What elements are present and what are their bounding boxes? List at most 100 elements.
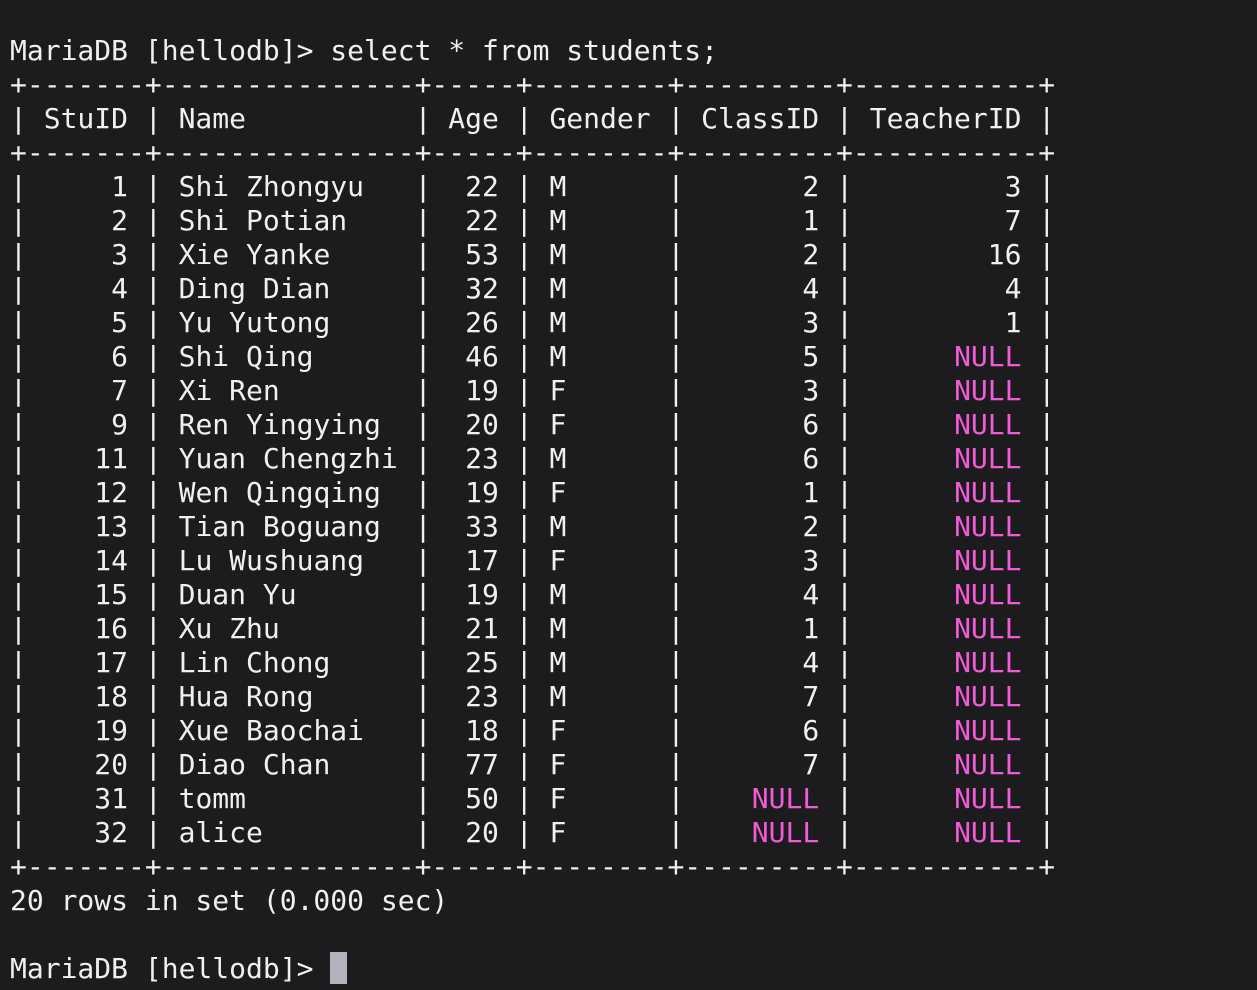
cell-age: 19 bbox=[431, 374, 516, 407]
cell-teacherid: NULL bbox=[852, 374, 1039, 407]
cell-age: 50 bbox=[431, 782, 516, 815]
cell-stuid: 16 bbox=[26, 612, 145, 645]
cell-classid: 6 bbox=[684, 408, 837, 441]
cell-age: 46 bbox=[431, 340, 516, 373]
cell-stuid: 4 bbox=[26, 272, 145, 305]
cell-stuid: 31 bbox=[26, 782, 145, 815]
cell-teacherid: NULL bbox=[852, 544, 1039, 577]
cell-name: Xie Yanke bbox=[161, 238, 415, 271]
blank-line bbox=[10, 918, 1257, 952]
cell-name: Yuan Chengzhi bbox=[161, 442, 415, 475]
cell-age: 22 bbox=[431, 170, 516, 203]
cell-gender: M bbox=[532, 204, 668, 237]
cell-age: 17 bbox=[431, 544, 516, 577]
cell-teacherid: 4 bbox=[852, 272, 1039, 305]
cell-stuid: 7 bbox=[26, 374, 145, 407]
table-row: | 5 | Yu Yutong | 26 | M | 3 | 1 | bbox=[10, 306, 1056, 339]
cell-classid: 7 bbox=[684, 680, 837, 713]
cell-teacherid: NULL bbox=[852, 578, 1039, 611]
table-row: | 11 | Yuan Chengzhi | 23 | M | 6 | NULL… bbox=[10, 442, 1056, 475]
table-row: | 4 | Ding Dian | 32 | M | 4 | 4 | bbox=[10, 272, 1056, 305]
cell-teacherid: NULL bbox=[852, 748, 1039, 781]
cell-gender: M bbox=[532, 340, 668, 373]
cell-gender: M bbox=[532, 442, 668, 475]
table-row: | 20 | Diao Chan | 77 | F | 7 | NULL | bbox=[10, 748, 1056, 781]
cell-classid: 4 bbox=[684, 646, 837, 679]
cell-teacherid: 3 bbox=[852, 170, 1039, 203]
cell-classid: 3 bbox=[684, 306, 837, 339]
cell-age: 19 bbox=[431, 476, 516, 509]
cell-stuid: 5 bbox=[26, 306, 145, 339]
cell-gender: M bbox=[532, 170, 668, 203]
cell-classid: NULL bbox=[684, 816, 837, 849]
cell-gender: F bbox=[532, 476, 668, 509]
cell-teacherid: NULL bbox=[852, 680, 1039, 713]
command-line: MariaDB [hellodb]> select * from student… bbox=[10, 34, 1257, 68]
cell-gender: M bbox=[532, 510, 668, 543]
cell-teacherid: NULL bbox=[852, 408, 1039, 441]
cell-teacherid: NULL bbox=[852, 340, 1039, 373]
cell-age: 20 bbox=[431, 408, 516, 441]
cell-gender: F bbox=[532, 714, 668, 747]
table-border: +-------+---------------+-----+--------+… bbox=[10, 68, 1056, 101]
table-row: | 17 | Lin Chong | 25 | M | 4 | NULL | bbox=[10, 646, 1056, 679]
cell-stuid: 3 bbox=[26, 238, 145, 271]
cell-classid: 6 bbox=[684, 714, 837, 747]
table-row: | 16 | Xu Zhu | 21 | M | 1 | NULL | bbox=[10, 612, 1056, 645]
cell-age: 19 bbox=[431, 578, 516, 611]
cell-teacherid: NULL bbox=[852, 646, 1039, 679]
cell-teacherid: NULL bbox=[852, 714, 1039, 747]
terminal-cursor bbox=[330, 952, 348, 984]
cell-gender: F bbox=[532, 748, 668, 781]
cell-age: 20 bbox=[431, 816, 516, 849]
cell-gender: M bbox=[532, 646, 668, 679]
blank-line bbox=[10, 0, 1257, 34]
cell-classid: NULL bbox=[684, 782, 837, 815]
table-row: | 32 | alice | 20 | F | NULL | NULL | bbox=[10, 816, 1056, 849]
table-row: | 3 | Xie Yanke | 53 | M | 2 | 16 | bbox=[10, 238, 1056, 271]
cell-age: 23 bbox=[431, 442, 516, 475]
prompt-line[interactable]: MariaDB [hellodb]> bbox=[10, 952, 1257, 986]
cell-stuid: 12 bbox=[26, 476, 145, 509]
cell-stuid: 13 bbox=[26, 510, 145, 543]
shell-prompt: MariaDB [hellodb]> bbox=[10, 34, 331, 67]
cell-name: Wen Qingqing bbox=[161, 476, 415, 509]
cell-classid: 3 bbox=[684, 544, 837, 577]
cell-stuid: 9 bbox=[26, 408, 145, 441]
cell-teacherid: NULL bbox=[852, 816, 1039, 849]
cell-classid: 6 bbox=[684, 442, 837, 475]
cell-gender: F bbox=[532, 816, 668, 849]
cell-stuid: 14 bbox=[26, 544, 145, 577]
cell-teacherid: 7 bbox=[852, 204, 1039, 237]
cell-age: 53 bbox=[431, 238, 516, 271]
table-border: +-------+---------------+-----+--------+… bbox=[10, 850, 1056, 883]
cell-classid: 5 bbox=[684, 340, 837, 373]
cell-stuid: 20 bbox=[26, 748, 145, 781]
table-row: | 2 | Shi Potian | 22 | M | 1 | 7 | bbox=[10, 204, 1056, 237]
cell-gender: F bbox=[532, 408, 668, 441]
cell-teacherid: NULL bbox=[852, 476, 1039, 509]
cell-name: tomm bbox=[161, 782, 415, 815]
table-border: +-------+---------------+-----+--------+… bbox=[10, 136, 1056, 169]
cell-stuid: 15 bbox=[26, 578, 145, 611]
table-row: | 1 | Shi Zhongyu | 22 | M | 2 | 3 | bbox=[10, 170, 1056, 203]
cell-teacherid: NULL bbox=[852, 510, 1039, 543]
cell-classid: 2 bbox=[684, 510, 837, 543]
cell-gender: M bbox=[532, 578, 668, 611]
cell-classid: 2 bbox=[684, 238, 837, 271]
cell-name: Ding Dian bbox=[161, 272, 415, 305]
cell-name: Diao Chan bbox=[161, 748, 415, 781]
cell-name: Xi Ren bbox=[161, 374, 415, 407]
cell-age: 77 bbox=[431, 748, 516, 781]
cell-classid: 4 bbox=[684, 578, 837, 611]
cell-name: Shi Zhongyu bbox=[161, 170, 415, 203]
cell-name: Tian Boguang bbox=[161, 510, 415, 543]
cell-classid: 2 bbox=[684, 170, 837, 203]
shell-prompt: MariaDB [hellodb]> bbox=[10, 952, 331, 985]
cell-classid: 4 bbox=[684, 272, 837, 305]
cell-name: Lin Chong bbox=[161, 646, 415, 679]
table-row: | 6 | Shi Qing | 46 | M | 5 | NULL | bbox=[10, 340, 1056, 373]
table-row: | 14 | Lu Wushuang | 17 | F | 3 | NULL | bbox=[10, 544, 1056, 577]
cell-name: alice bbox=[161, 816, 415, 849]
